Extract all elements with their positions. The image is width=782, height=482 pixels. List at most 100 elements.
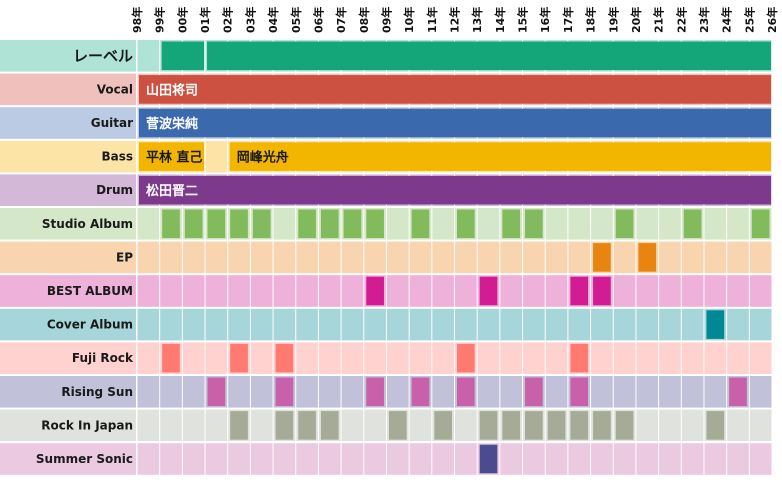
grid-cell bbox=[545, 376, 568, 408]
row-label-cell bbox=[0, 208, 136, 240]
year-tick-label: 17年 bbox=[561, 7, 575, 33]
grid-cell bbox=[749, 241, 772, 274]
row-label: Bass bbox=[101, 150, 133, 164]
grid-cell bbox=[318, 241, 341, 274]
grid-cell bbox=[137, 409, 160, 442]
year-tick-label: 99年 bbox=[153, 7, 167, 33]
grid-cell bbox=[591, 443, 613, 475]
year-tick-label: 10年 bbox=[402, 7, 416, 33]
event-cell bbox=[207, 209, 226, 239]
grid-cell bbox=[455, 308, 477, 341]
grid-cell bbox=[250, 443, 273, 475]
grid-cell bbox=[727, 308, 749, 341]
year-tick-label: 09年 bbox=[379, 7, 393, 33]
grid-cell bbox=[386, 376, 409, 408]
grid-cell bbox=[182, 409, 205, 442]
event-cell bbox=[366, 276, 384, 306]
grid-cell bbox=[681, 376, 704, 408]
grid-cell bbox=[636, 409, 659, 442]
grid-cell bbox=[727, 241, 749, 274]
grid-cell bbox=[364, 241, 386, 274]
event-cell bbox=[525, 209, 543, 239]
grid-cell bbox=[591, 208, 613, 240]
grid-cell bbox=[228, 376, 250, 408]
grid-cell bbox=[704, 241, 727, 274]
event-cell bbox=[570, 343, 589, 373]
event-cell bbox=[434, 411, 452, 440]
grid-cell bbox=[681, 409, 704, 442]
grid-cell bbox=[228, 308, 250, 341]
event-cell bbox=[706, 310, 725, 339]
event-cell bbox=[457, 377, 475, 407]
grid-cell bbox=[523, 308, 545, 341]
event-cell bbox=[162, 209, 180, 239]
grid-cell bbox=[160, 308, 182, 341]
event-cell bbox=[298, 209, 316, 239]
grid-cell bbox=[341, 241, 364, 274]
year-tick-label: 21年 bbox=[652, 7, 666, 33]
grid-cell bbox=[636, 208, 659, 240]
grid-cell bbox=[364, 409, 386, 442]
grid-cell bbox=[250, 308, 273, 341]
row-label: Guitar bbox=[91, 116, 133, 130]
chart-row: レーベル bbox=[0, 40, 772, 72]
event-cell bbox=[751, 209, 770, 239]
span-bar bbox=[229, 142, 771, 171]
event-cell bbox=[615, 209, 634, 239]
year-tick-label: 19年 bbox=[606, 7, 620, 33]
event-cell bbox=[593, 276, 611, 306]
grid-cell bbox=[364, 342, 386, 374]
event-cell bbox=[479, 411, 498, 440]
span-bar-label: 岡峰光舟 bbox=[237, 150, 289, 166]
row-label: Rock In Japan bbox=[41, 418, 133, 432]
grid-cell bbox=[205, 409, 228, 442]
year-tick-label: 15年 bbox=[516, 7, 530, 33]
year-tick-label: 02年 bbox=[221, 7, 235, 33]
grid-cell bbox=[364, 308, 386, 341]
grid-cell bbox=[273, 275, 296, 307]
year-tick-label: 16年 bbox=[538, 7, 552, 33]
grid-cell bbox=[250, 342, 273, 374]
grid-cell bbox=[636, 275, 659, 307]
year-tick-label: 01年 bbox=[198, 7, 212, 33]
grid-cell bbox=[704, 275, 727, 307]
grid-cell bbox=[296, 308, 318, 341]
event-cell bbox=[570, 377, 589, 407]
grid-cell bbox=[727, 208, 749, 240]
span-bar-label: 菅波栄純 bbox=[146, 116, 198, 132]
year-tick-label: 24年 bbox=[720, 7, 734, 33]
grid-cell bbox=[318, 376, 341, 408]
row-label: Drum bbox=[96, 183, 133, 197]
grid-cell bbox=[182, 241, 205, 274]
row-label: Summer Sonic bbox=[36, 452, 133, 466]
chart-row: Studio Album bbox=[0, 208, 772, 240]
grid-cell bbox=[205, 342, 228, 374]
grid-cell bbox=[296, 443, 318, 475]
chart-row: Vocal 山田将司 bbox=[0, 73, 772, 106]
grid-cell bbox=[341, 376, 364, 408]
grid-cell bbox=[523, 275, 545, 307]
grid-cell bbox=[409, 241, 432, 274]
grid-cell bbox=[500, 308, 523, 341]
span-bar bbox=[207, 41, 772, 71]
grid-cell bbox=[137, 275, 160, 307]
grid-cell bbox=[477, 208, 500, 240]
grid-cell bbox=[455, 275, 477, 307]
grid-cell bbox=[500, 241, 523, 274]
event-cell bbox=[593, 243, 611, 272]
grid-cell bbox=[432, 308, 454, 341]
event-cell bbox=[366, 377, 384, 407]
grid-cell bbox=[341, 342, 364, 374]
row-label-cell bbox=[0, 308, 136, 341]
grid-cell bbox=[341, 275, 364, 307]
row-label-cell bbox=[0, 107, 136, 139]
row-label-cell bbox=[0, 73, 136, 106]
grid-cell bbox=[137, 308, 160, 341]
grid-cell bbox=[727, 409, 749, 442]
grid-cell bbox=[137, 208, 160, 240]
year-axis: 98年 99年 00年 01年 02年 03年 04年 05年 06年 07年 08年 09年 10年 1… bbox=[130, 7, 779, 33]
row-label: Studio Album bbox=[42, 217, 133, 231]
year-tick-label: 14年 bbox=[493, 7, 507, 33]
event-cell bbox=[502, 209, 521, 239]
